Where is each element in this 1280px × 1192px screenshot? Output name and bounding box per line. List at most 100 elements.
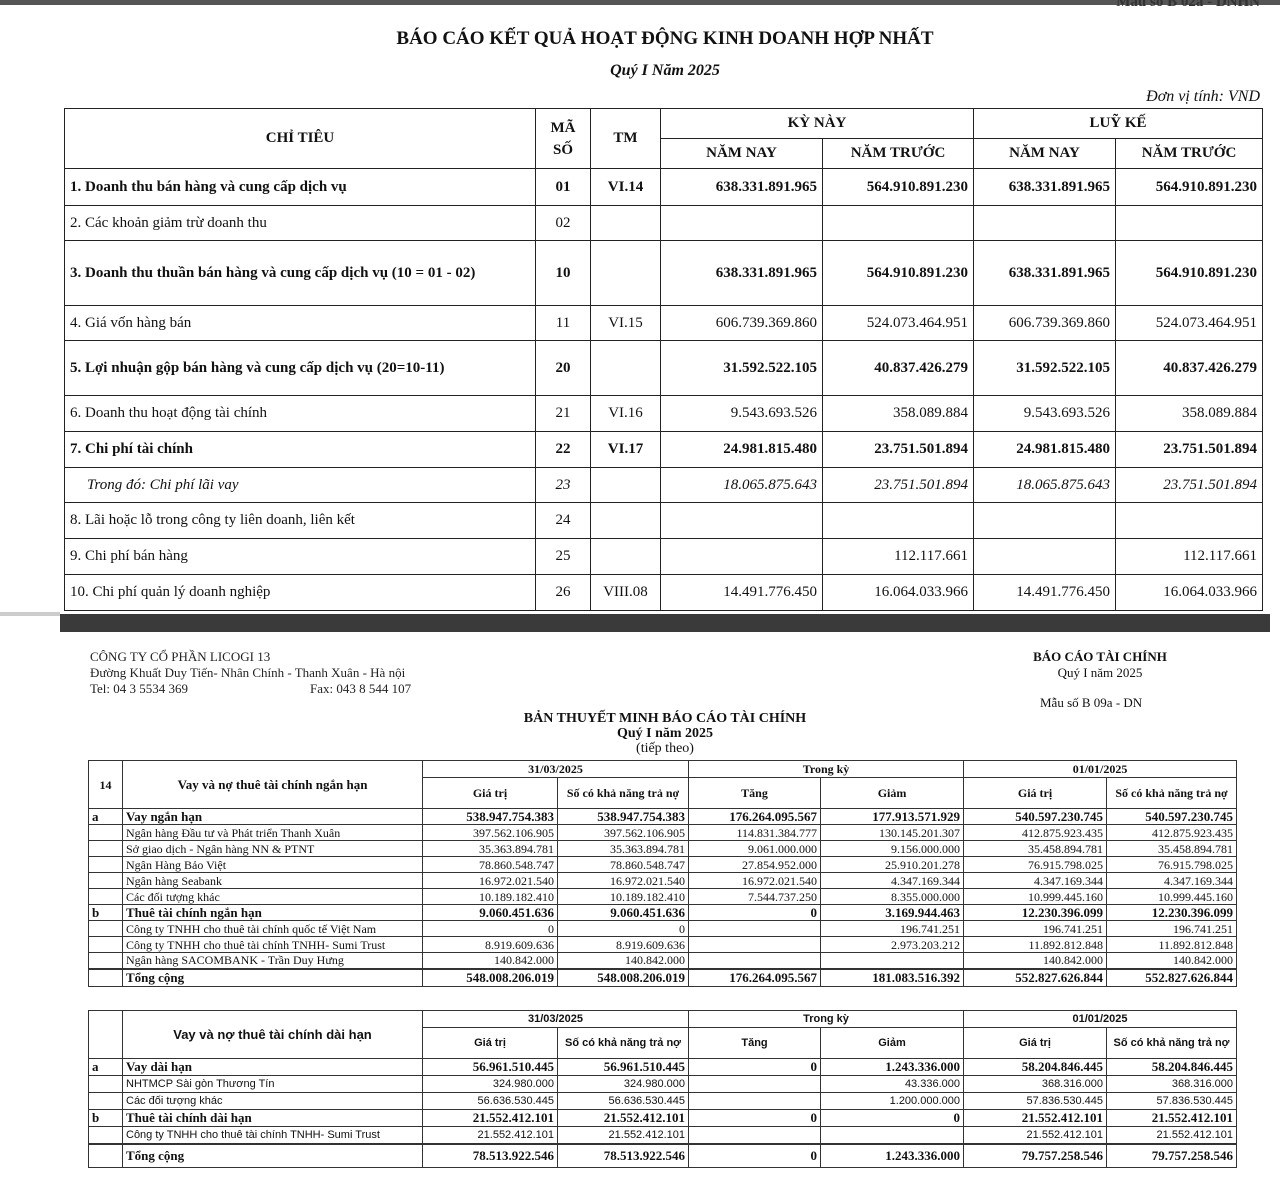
row-value: 0 [688, 1058, 821, 1076]
row-value: 43.336.000 [820, 1075, 964, 1093]
table-row: Ngân hàng Đầu tư và Phát triển Thanh Xuâ… [88, 824, 1238, 841]
header-date-end: 31/03/2025 [422, 1010, 689, 1028]
row-item: 7. Chi phí tài chính [64, 431, 536, 468]
row-value: 16.972.021.540 [688, 872, 822, 889]
row-value: 23.751.501.894 [1115, 431, 1263, 468]
row-key: a [88, 1058, 123, 1076]
table-row: 8. Lãi hoặc lỗ trong công ty liên doanh,… [64, 502, 1263, 539]
row-key [88, 936, 123, 953]
row-value: 140.842.000 [556, 952, 690, 969]
row-name: Các đối tượng khác [122, 888, 423, 905]
row-value: 140.842.000 [1106, 952, 1238, 969]
header-item: CHỈ TIÊU [64, 108, 536, 169]
row-value: 176.264.095.567 [688, 967, 822, 987]
row-value: 16.972.021.540 [556, 872, 690, 889]
row-value: 14.491.776.450 [660, 574, 823, 611]
row-name: Vay ngắn hạn [122, 808, 423, 825]
header-this-year: NĂM NAY [973, 138, 1116, 169]
row-value: 540.597.230.745 [963, 808, 1108, 825]
row-value: 23.751.501.894 [822, 467, 974, 503]
row-value: 564.910.891.230 [822, 168, 974, 206]
row-value: 58.204.846.445 [963, 1058, 1107, 1076]
row-value: 0 [422, 920, 558, 937]
table-row: 7. Chi phí tài chính 22 VI.17 24.981.815.48… [64, 431, 1263, 468]
row-value: 18.065.875.643 [973, 467, 1116, 503]
row-key [88, 967, 123, 987]
row-value [973, 205, 1116, 241]
row-value: 196.741.251 [820, 920, 965, 937]
row-value: 358.089.884 [1115, 395, 1263, 432]
row-value: 21.552.412.101 [422, 1126, 558, 1144]
row-name: Công ty TNHH cho thuê tài chính TNHH- Su… [122, 1126, 423, 1144]
table-row: Công ty TNHH cho thuê tài chính TNHH- Su… [88, 1126, 1237, 1144]
form-code: Mẫu số B 02a - DNHN [1116, 0, 1260, 10]
row-code: 02 [535, 205, 591, 241]
header-period: Trong kỳ [688, 1010, 964, 1028]
header-this-period: KỲ NÀY [660, 108, 974, 139]
row-key [88, 1075, 123, 1093]
row-name: Ngân hàng Đầu tư và Phát triển Thanh Xuâ… [122, 824, 423, 841]
row-item: Trong đó: Chi phí lãi vay [64, 467, 536, 503]
row-name: Công ty TNHH cho thuê tài chính quốc tế … [122, 920, 423, 937]
section-number: 14 [88, 760, 123, 809]
row-code: 22 [535, 431, 591, 468]
row-item: 6. Doanh thu hoạt động tài chính [64, 395, 536, 432]
row-value: 40.837.426.279 [822, 340, 974, 396]
row-name: Ngân Hàng Bảo Việt [122, 856, 423, 873]
row-value: 112.117.661 [822, 538, 974, 575]
company-address: Đường Khuất Duy Tiến- Nhân Chính - Thanh… [90, 665, 406, 680]
row-value: 0 [688, 1109, 821, 1127]
row-value [660, 538, 823, 575]
row-value: 56.961.510.445 [557, 1058, 689, 1076]
row-value: 4.347.169.344 [963, 872, 1108, 889]
row-value: 412.875.923.435 [963, 824, 1108, 841]
row-value: 76.915.798.025 [1106, 856, 1238, 873]
header-value: Giá trị [963, 777, 1108, 809]
row-key [88, 920, 123, 937]
row-key [88, 840, 123, 857]
row-value: 18.065.875.643 [660, 467, 823, 503]
row-value: 35.458.894.781 [1106, 840, 1238, 857]
row-name: Tổng cộng [122, 967, 423, 987]
row-value: 23.751.501.894 [822, 431, 974, 468]
header-this-year: NĂM NAY [660, 138, 823, 169]
table-row: Ngân hàng Seabank 16.972.021.540 16.972.02… [88, 872, 1238, 889]
row-value: 538.947.754.383 [556, 808, 690, 825]
header-decrease: Giảm [820, 777, 965, 809]
row-value: 114.831.384.777 [688, 824, 822, 841]
report-name: BÁO CÁO TÀI CHÍNH [1033, 649, 1167, 664]
row-value: 606.739.369.860 [973, 305, 1116, 341]
row-name: Các đối tượng khác [122, 1092, 423, 1110]
company-tel: Tel: 04 3 5534 369 [90, 681, 189, 696]
header-value: Giá trị [963, 1027, 1107, 1059]
row-name: Tổng cộng [122, 1142, 423, 1168]
row-value: 35.363.894.781 [556, 840, 690, 857]
table-row: Các đối tượng khác 56.636.530.445 56.636.5… [88, 1092, 1237, 1110]
row-value: 638.331.891.965 [973, 168, 1116, 206]
row-value: 21.552.412.101 [422, 1109, 558, 1127]
report-subtitle: Quý I Năm 2025 [610, 62, 720, 79]
header-increase: Tăng [688, 777, 822, 809]
row-item: 8. Lãi hoặc lỗ trong công ty liên doanh,… [64, 502, 536, 539]
table-row: 2. Các khoản giảm trừ doanh thu 02 [64, 205, 1263, 241]
notes-subtitle: Quý I năm 2025 [616, 726, 714, 741]
table-row: Công ty TNHH cho thuê tài chính quốc tế … [88, 920, 1238, 937]
table-row: 4. Giá vốn hàng bán 11 VI.15 606.739.369.86… [64, 305, 1263, 341]
row-value [688, 1092, 821, 1110]
row-name: Ngân hàng SACOMBANK - Trần Duy Hưng [122, 952, 423, 969]
row-value [688, 1126, 821, 1144]
row-value [973, 502, 1116, 539]
row-value: 538.947.754.383 [422, 808, 558, 825]
row-value: 16.972.021.540 [422, 872, 558, 889]
row-key: b [88, 904, 123, 921]
row-code: 25 [535, 538, 591, 575]
row-value: 358.089.884 [822, 395, 974, 432]
row-note [590, 205, 661, 241]
row-key [88, 1126, 123, 1144]
row-name: Thuê tài chính dài hạn [122, 1109, 423, 1127]
row-value [973, 538, 1116, 575]
row-value: 24.981.815.480 [973, 431, 1116, 468]
page-divider [0, 612, 60, 616]
row-value: 21.552.412.101 [557, 1126, 689, 1144]
row-code: 10 [535, 240, 591, 306]
